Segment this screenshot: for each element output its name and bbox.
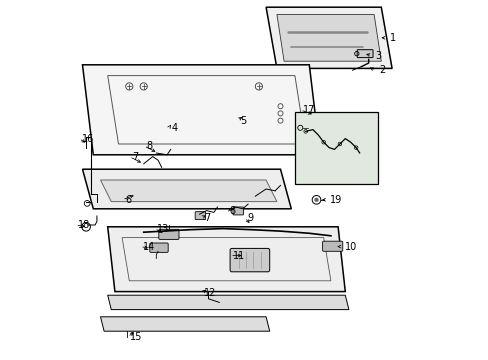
Text: 1: 1 [389, 33, 395, 43]
Polygon shape [82, 169, 291, 209]
Polygon shape [265, 7, 391, 68]
Text: 18: 18 [78, 220, 90, 230]
Text: 17: 17 [303, 105, 315, 115]
FancyBboxPatch shape [356, 50, 372, 58]
FancyBboxPatch shape [294, 112, 377, 184]
Text: 4: 4 [171, 123, 178, 133]
Text: 13: 13 [157, 224, 169, 234]
Polygon shape [101, 180, 276, 202]
Polygon shape [101, 317, 269, 331]
Text: 10: 10 [344, 242, 356, 252]
Text: 2: 2 [378, 65, 384, 75]
Circle shape [314, 198, 318, 202]
FancyBboxPatch shape [322, 241, 342, 251]
Text: 12: 12 [204, 288, 216, 298]
Text: 6: 6 [125, 195, 131, 205]
FancyBboxPatch shape [195, 212, 205, 220]
Text: 14: 14 [142, 242, 155, 252]
Text: 3: 3 [374, 51, 381, 61]
FancyBboxPatch shape [230, 248, 269, 272]
Text: 7: 7 [132, 152, 138, 162]
FancyBboxPatch shape [159, 229, 179, 239]
Text: 19: 19 [329, 195, 342, 205]
Polygon shape [82, 65, 320, 155]
Text: 5: 5 [240, 116, 246, 126]
Text: 9: 9 [247, 213, 253, 223]
Polygon shape [276, 14, 381, 61]
FancyBboxPatch shape [149, 243, 168, 252]
Text: 11: 11 [232, 251, 244, 261]
FancyBboxPatch shape [232, 207, 243, 215]
Text: 8: 8 [229, 206, 235, 216]
Text: 8: 8 [146, 141, 152, 151]
Text: 15: 15 [130, 332, 142, 342]
Text: 16: 16 [81, 134, 94, 144]
Text: 7: 7 [204, 213, 210, 223]
Polygon shape [107, 227, 345, 292]
Polygon shape [107, 295, 348, 310]
